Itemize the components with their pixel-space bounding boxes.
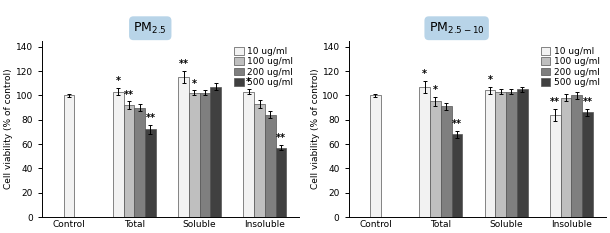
Bar bbox=[441, 106, 451, 217]
Text: **: ** bbox=[276, 134, 286, 144]
Bar bbox=[178, 77, 189, 217]
Bar bbox=[484, 90, 495, 217]
Bar bbox=[430, 101, 441, 217]
Text: PM$_{2.5}$: PM$_{2.5}$ bbox=[134, 21, 167, 36]
Bar bbox=[370, 95, 381, 217]
Bar bbox=[145, 129, 156, 217]
Text: *: * bbox=[116, 76, 121, 86]
Bar bbox=[254, 104, 265, 217]
Bar bbox=[561, 98, 572, 217]
Text: PM$_{2.5-10}$: PM$_{2.5-10}$ bbox=[429, 21, 484, 36]
Bar bbox=[265, 115, 276, 217]
Text: **: ** bbox=[583, 97, 592, 107]
Text: *: * bbox=[246, 77, 251, 87]
Text: **: ** bbox=[124, 90, 134, 100]
Bar bbox=[572, 95, 582, 217]
Text: *: * bbox=[433, 85, 438, 95]
Bar bbox=[134, 107, 145, 217]
Bar bbox=[113, 92, 124, 217]
Bar bbox=[582, 112, 593, 217]
Y-axis label: Cell viability (% of control): Cell viability (% of control) bbox=[4, 69, 13, 189]
Bar bbox=[124, 105, 134, 217]
Bar bbox=[506, 92, 517, 217]
Bar bbox=[63, 95, 74, 217]
Text: **: ** bbox=[179, 59, 188, 69]
Bar bbox=[243, 92, 254, 217]
Bar bbox=[550, 115, 561, 217]
Bar bbox=[276, 148, 286, 217]
Text: *: * bbox=[422, 69, 427, 79]
Text: *: * bbox=[192, 79, 197, 89]
Bar bbox=[451, 134, 462, 217]
Bar bbox=[517, 89, 528, 217]
Text: **: ** bbox=[550, 97, 560, 107]
Text: *: * bbox=[487, 75, 492, 85]
Bar bbox=[419, 87, 430, 217]
Bar bbox=[210, 87, 221, 217]
Bar bbox=[189, 93, 199, 217]
Bar bbox=[495, 92, 506, 217]
Bar bbox=[199, 93, 210, 217]
Text: **: ** bbox=[146, 113, 156, 123]
Text: **: ** bbox=[452, 119, 462, 129]
Legend: 10 ug/ml, 100 ug/ml, 200 ug/ml, 500 ug/ml: 10 ug/ml, 100 ug/ml, 200 ug/ml, 500 ug/m… bbox=[232, 45, 295, 89]
Y-axis label: Cell viability (% of control): Cell viability (% of control) bbox=[310, 69, 320, 189]
Legend: 10 ug/ml, 100 ug/ml, 200 ug/ml, 500 ug/ml: 10 ug/ml, 100 ug/ml, 200 ug/ml, 500 ug/m… bbox=[539, 45, 601, 89]
